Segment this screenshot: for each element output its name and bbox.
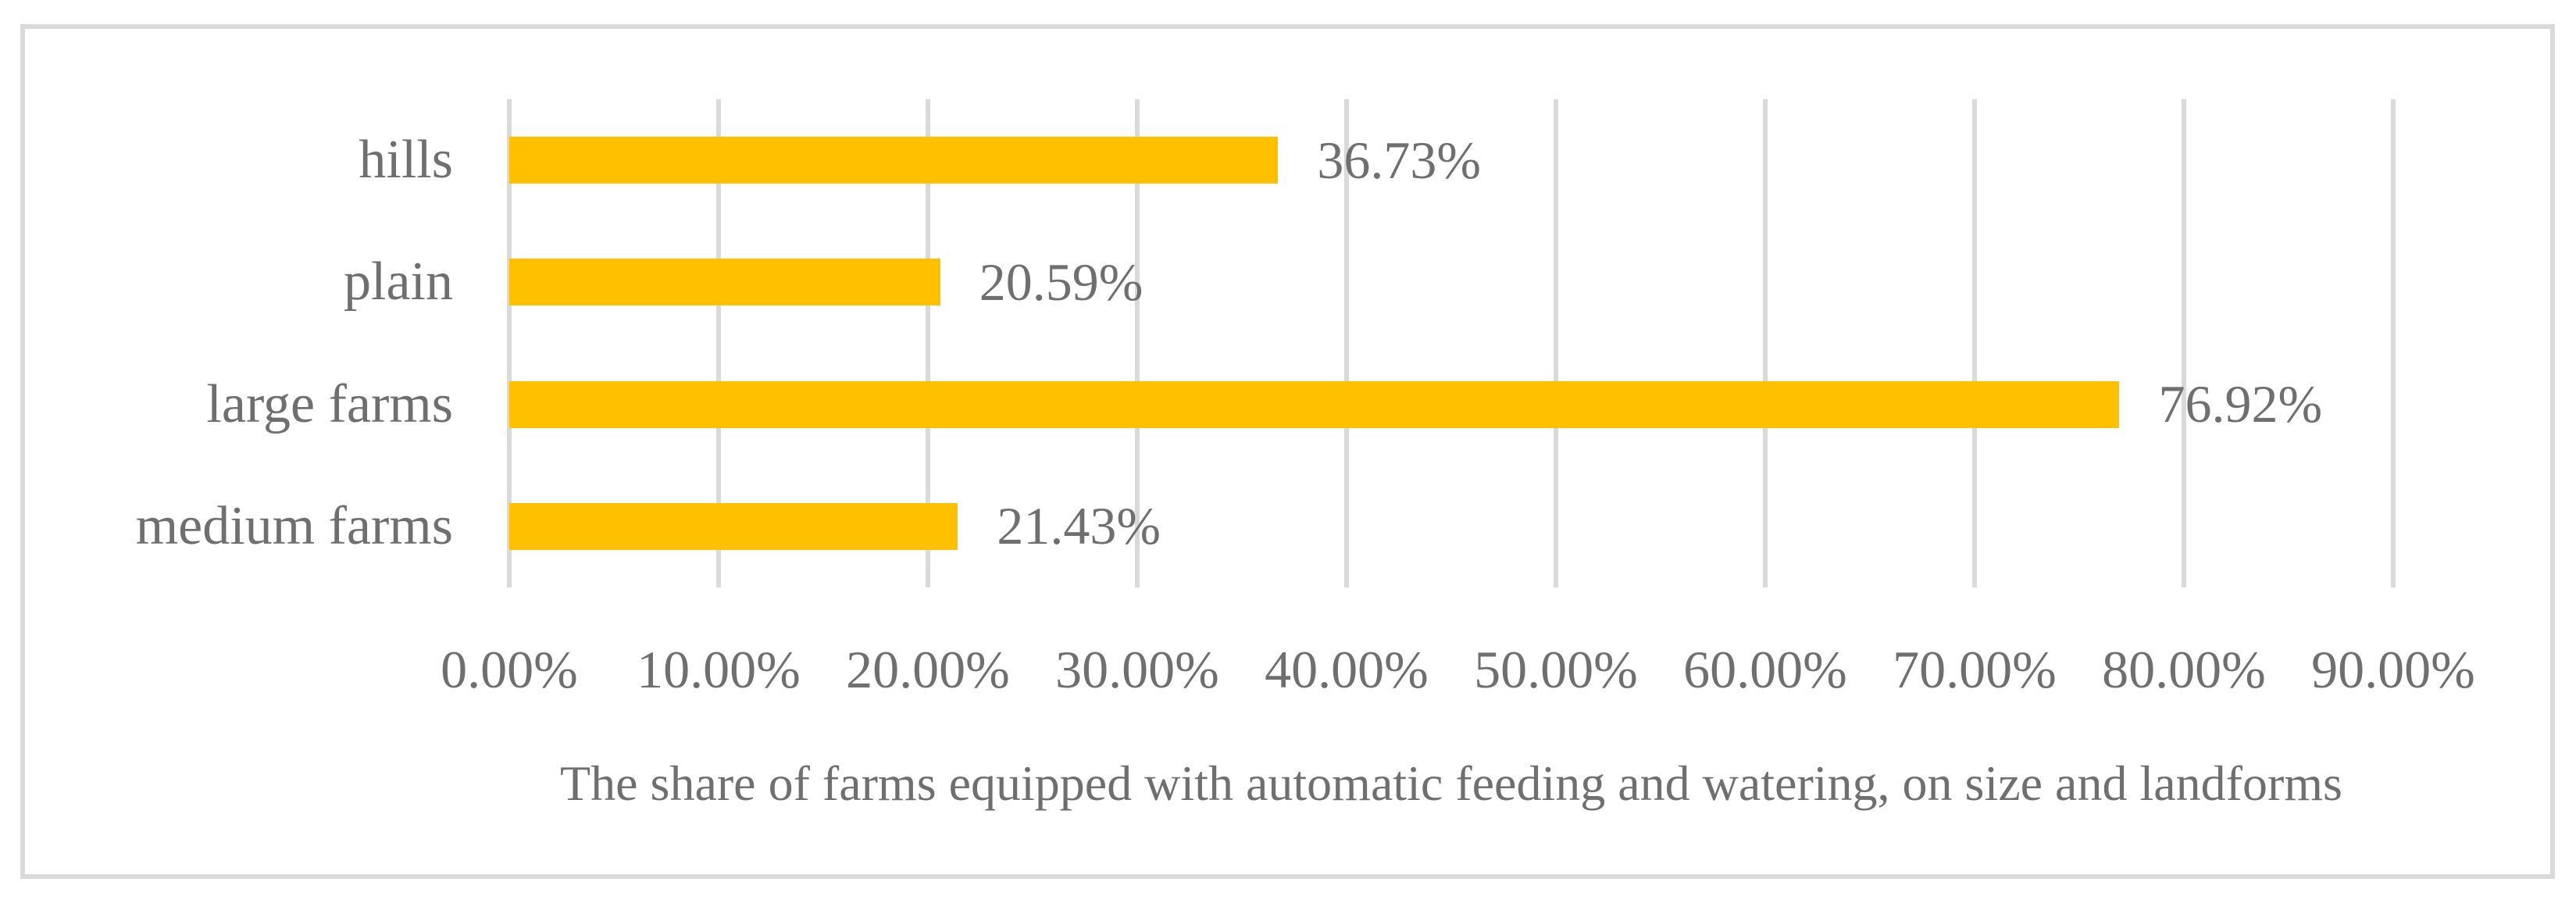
gridline xyxy=(2182,99,2186,587)
bar-large-farms xyxy=(509,380,2120,428)
plot-area: 36.73% 20.59% 76.92% 21.43% xyxy=(507,99,2396,587)
gridline xyxy=(1135,99,1140,587)
gridline xyxy=(1972,99,1977,587)
gridline xyxy=(926,99,930,587)
x-tick-label: 50.00% xyxy=(1474,639,1638,699)
x-tick-label: 20.00% xyxy=(846,639,1010,699)
x-tick-label: 90.00% xyxy=(2311,639,2475,699)
bar-hills xyxy=(509,137,1279,184)
gridline xyxy=(1763,99,1768,587)
bar-medium-farms xyxy=(509,502,958,550)
x-tick-label: 10.00% xyxy=(637,639,801,699)
x-tick-label: 70.00% xyxy=(1893,639,2057,699)
chart-title: The share of farms equipped with automat… xyxy=(560,755,2342,811)
category-label: plain xyxy=(344,252,453,312)
x-tick-label: 30.00% xyxy=(1055,639,1219,699)
x-tick-label: 60.00% xyxy=(1683,639,1847,699)
gridline xyxy=(1554,99,1558,587)
category-label: hills xyxy=(359,130,453,191)
gridline xyxy=(1344,99,1349,587)
data-label: 36.73% xyxy=(1317,130,1482,190)
data-label: 76.92% xyxy=(2158,374,2323,434)
x-tick-label: 80.00% xyxy=(2102,639,2266,699)
gridline xyxy=(716,99,721,587)
axis-line xyxy=(507,99,512,587)
gridline xyxy=(2391,99,2396,587)
x-tick-label: 40.00% xyxy=(1265,639,1429,699)
data-label: 20.59% xyxy=(979,252,1144,312)
category-label: medium farms xyxy=(135,495,453,556)
x-tick-label: 0.00% xyxy=(441,639,578,699)
chart-frame xyxy=(20,24,2555,879)
category-label: large farms xyxy=(206,373,453,434)
data-label: 21.43% xyxy=(997,496,1161,556)
bar-plain xyxy=(509,259,940,306)
